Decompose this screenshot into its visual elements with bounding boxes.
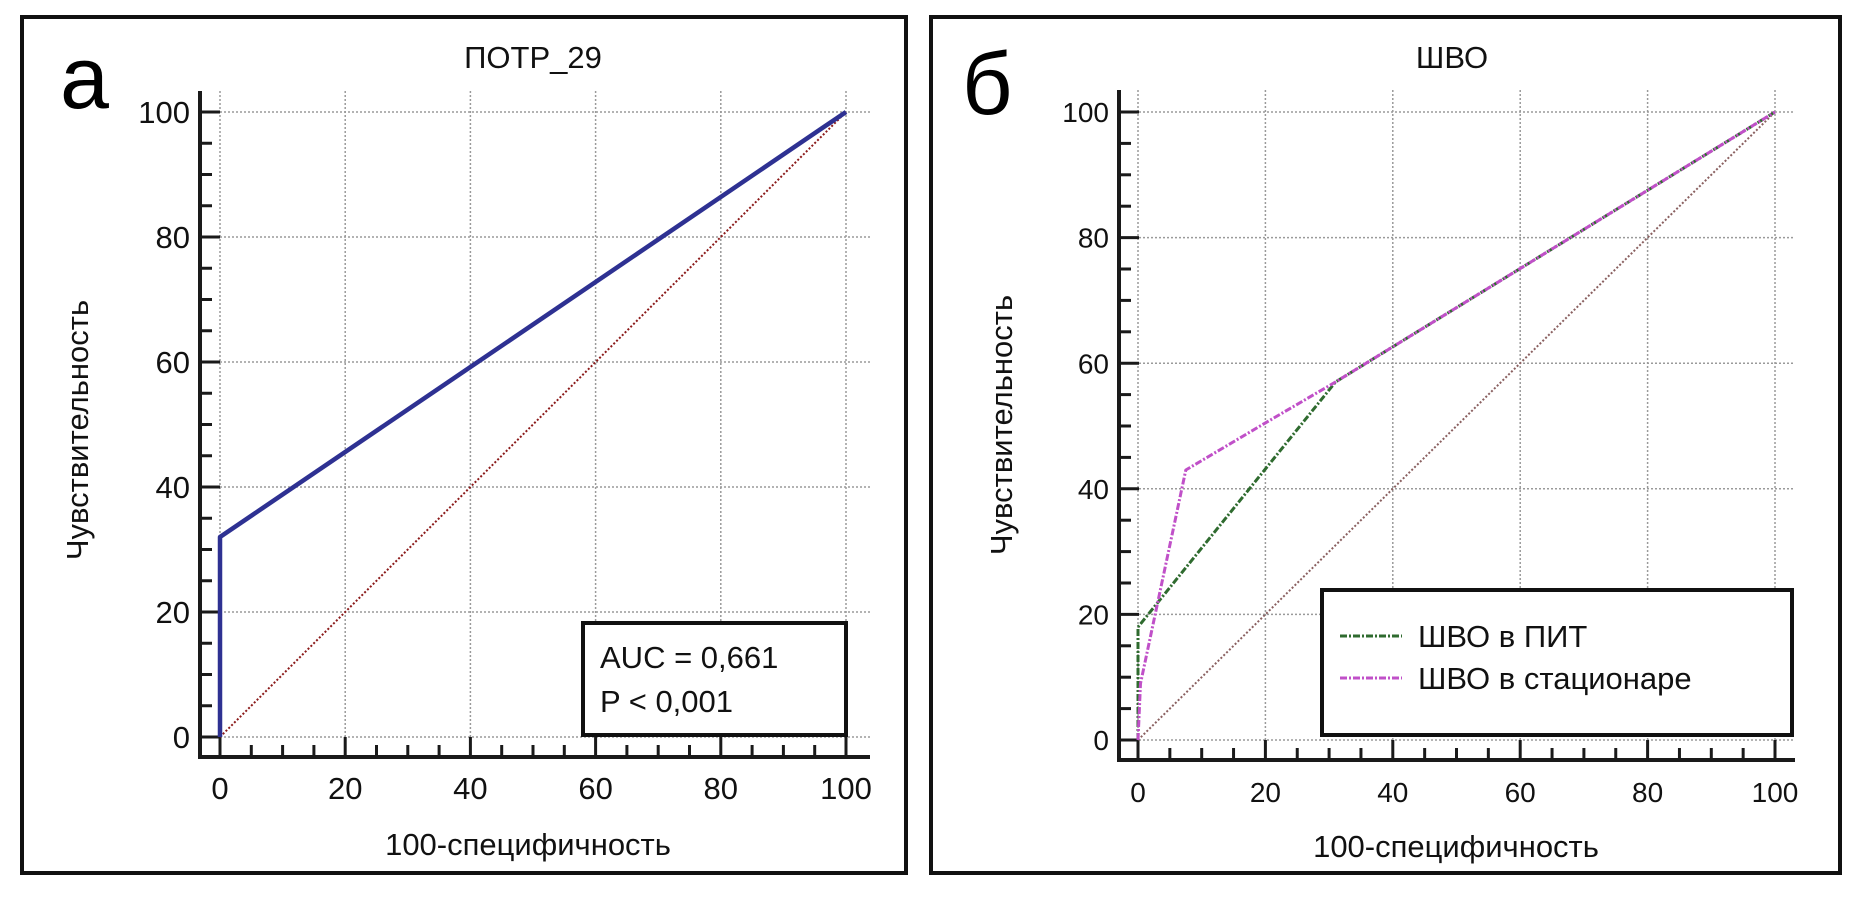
legend: ШВО в ПИТ ШВО в стационаре [1320, 588, 1794, 737]
panel-b-ytick-label: 100 [1062, 97, 1109, 128]
panel-a-xtick-label: 20 [328, 771, 362, 806]
panel-b-series-reference-diagonal [1137, 111, 1776, 741]
panel-a-series-roc-curve-0 [217, 110, 848, 737]
panel-a-ytick-label: 60 [156, 345, 190, 380]
auc-value-text: AUC = 0,661 [600, 640, 778, 675]
panel-a-ytick-label: 0 [173, 720, 190, 755]
panel-b-ytick-label: 20 [1078, 599, 1109, 630]
panel-b-xlabel: 100-специфичность [1313, 829, 1599, 864]
panel-b-xtick-label: 100 [1752, 777, 1799, 808]
panel-b: б ШВО 100-специфичность Чувствительность… [929, 15, 1842, 875]
panel-b-plot-area: 0 20 40 60 80 100 0 20 40 60 80 100 [1062, 90, 1798, 808]
legend-label-shvo-pit: ШВО в ПИТ [1418, 619, 1587, 654]
panel-a-xtick-label: 40 [453, 771, 487, 806]
panel-b-border [929, 15, 1842, 875]
panel-b-xtick-label: 60 [1505, 777, 1536, 808]
panel-a-border [20, 15, 908, 875]
panel-a-xlabel: 100-специфичность [385, 827, 671, 862]
panel-a-ytick-label: 80 [156, 220, 190, 255]
panel-a-ytick-label: 100 [138, 95, 190, 130]
panel-a-series-reference-diagonal [219, 111, 847, 738]
panel-b-letter: б [962, 34, 1012, 133]
panel-a-xtick-label: 0 [211, 771, 228, 806]
panel-a-xtick-label: 60 [578, 771, 612, 806]
panel-a-xtick-label: 100 [820, 771, 872, 806]
panel-a-ylabel: Чувствительность [60, 300, 95, 560]
panel-b-xtick-label: 80 [1632, 777, 1663, 808]
panel-b-ytick-label: 60 [1078, 348, 1109, 379]
panel-a-xtick-label: 80 [704, 771, 738, 806]
panel-b-xtick-label: 0 [1130, 777, 1146, 808]
panel-b-series-roc-curve-1 [1136, 110, 1776, 741]
legend-label-shvo-hospital: ШВО в стационаре [1418, 661, 1692, 696]
panel-b-ylabel: Чувствительность [984, 295, 1019, 555]
panel-a-title: ПОТР_29 [464, 40, 602, 75]
p-value-text: P < 0,001 [600, 684, 733, 719]
panel-b-xtick-label: 20 [1250, 777, 1281, 808]
panel-b-xtick-label: 40 [1377, 777, 1408, 808]
panel-b-ytick-label: 80 [1078, 223, 1109, 254]
panel-a-ytick-label: 20 [156, 595, 190, 630]
legend-frame [1320, 588, 1794, 737]
panel-a-plot-area: 0 20 40 60 80 100 0 20 40 60 80 100 [138, 91, 872, 806]
panel-b-ytick-label: 40 [1078, 474, 1109, 505]
panel-b-ytick-label: 0 [1093, 725, 1109, 756]
auc-box-frame [581, 621, 848, 737]
panel-a: а ПОТР_29 100-специфичность Чувствительн… [20, 15, 908, 875]
panel-a-ytick-label: 40 [156, 470, 190, 505]
panel-b-title: ШВО [1416, 40, 1488, 75]
panel-a-letter: а [60, 28, 109, 127]
auc-annotation-box: AUC = 0,661 P < 0,001 [581, 621, 848, 737]
